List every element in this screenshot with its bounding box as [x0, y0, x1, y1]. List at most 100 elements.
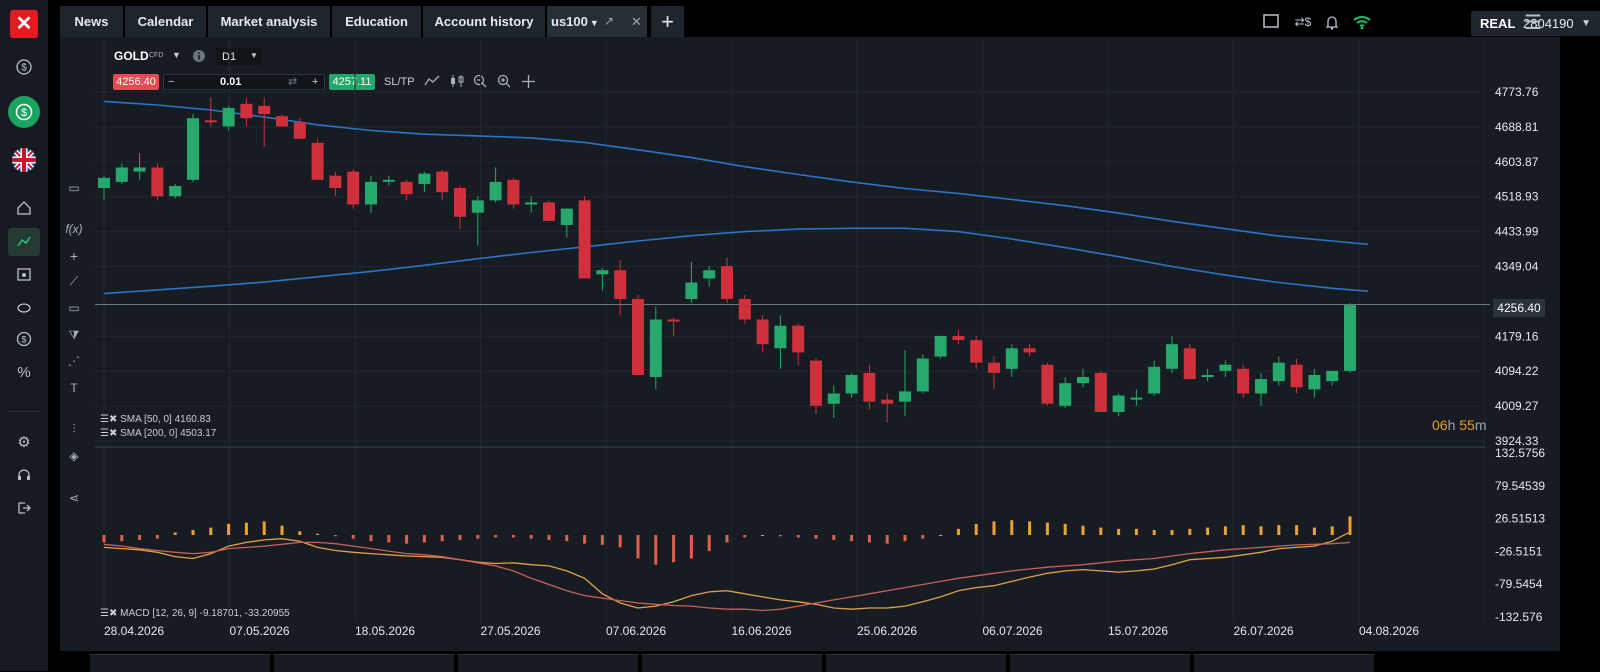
sltp-button[interactable]: SL/TP — [384, 76, 415, 88]
macd-histogram-bar — [1028, 521, 1032, 535]
macd-histogram-bar — [672, 534, 676, 563]
bottom-tab[interactable] — [1194, 654, 1374, 672]
close-tab-icon[interactable]: ✕ — [631, 14, 642, 29]
account-type: REAL — [1480, 16, 1516, 31]
menu-icon[interactable]: ☰ — [1524, 12, 1542, 34]
candle-body — [507, 179, 520, 205]
candle-body — [881, 399, 894, 404]
candle-body — [1041, 364, 1054, 404]
macd-histogram-bar — [440, 534, 444, 542]
popout-icon[interactable]: ↗ — [604, 14, 615, 28]
settings-icon[interactable]: ☰ — [100, 414, 109, 425]
candle-body — [471, 200, 484, 213]
text-tool-icon[interactable]: T — [70, 381, 78, 395]
chevron-down-icon[interactable]: ▼ — [172, 50, 181, 60]
move-icon[interactable] — [521, 74, 536, 92]
time-axis-tick: 07.06.2026 — [606, 624, 666, 638]
settings-icon[interactable]: ☰ — [100, 608, 109, 619]
home-icon[interactable] — [12, 196, 36, 220]
chevron-down-icon[interactable]: ▼ — [589, 18, 599, 28]
transfer-icon[interactable]: ⇄$ — [1293, 14, 1313, 31]
price-axis-tick: 4518.93 — [1495, 190, 1539, 204]
tab-education[interactable]: Education — [332, 6, 421, 37]
function-icon[interactable]: f(x) — [65, 222, 83, 236]
fibonacci-icon[interactable]: ⧩ — [68, 328, 80, 342]
settings-icon[interactable]: ☰ — [100, 428, 109, 439]
time-axis-tick: 07.05.2026 — [230, 624, 290, 638]
plus-button[interactable]: + — [312, 76, 319, 88]
chevron-down-icon[interactable]: ▼ — [1581, 18, 1591, 29]
macd-histogram-bar — [405, 534, 409, 544]
screen-icon[interactable]: ▭ — [68, 181, 80, 195]
macd-histogram-bar — [761, 534, 765, 536]
rectangle-icon[interactable]: ▭ — [68, 301, 80, 315]
close-icon[interactable]: ✖ — [108, 608, 118, 619]
macd-legend[interactable]: ☰✖ MACD [12, 26, 9] -9.18701, -33.20955 — [100, 608, 290, 619]
add-tab-button[interactable]: + — [651, 6, 684, 37]
candle-body — [685, 282, 698, 299]
sma200-legend[interactable]: ☰✖ SMA [200, 0] 4503.17 — [100, 428, 216, 439]
close-icon[interactable]: ✖ — [108, 414, 118, 425]
countdown-hours: 06 — [1432, 417, 1448, 433]
bottom-tab[interactable] — [458, 654, 638, 672]
layers-icon[interactable]: ◈ — [69, 449, 79, 463]
chart-icon[interactable] — [8, 228, 40, 256]
percent-icon[interactable]: % — [17, 363, 31, 381]
candle-body — [204, 120, 217, 123]
volume-input[interactable]: 0.01 — [220, 76, 242, 88]
deposit-icon[interactable]: $ — [8, 96, 40, 128]
support-icon[interactable] — [12, 463, 36, 487]
candle-body — [863, 372, 876, 402]
candle-body — [774, 325, 787, 349]
bottom-tab[interactable] — [826, 654, 1006, 672]
info-icon[interactable] — [192, 49, 206, 66]
macd-histogram-bar — [885, 534, 889, 544]
bottom-tab[interactable] — [90, 654, 270, 672]
close-icon[interactable]: ✖ — [108, 428, 118, 439]
candle-body — [1201, 374, 1214, 378]
account-selector[interactable]: REAL 2804190 ▼ — [1471, 11, 1600, 36]
candle-body — [703, 270, 716, 279]
bottom-tab[interactable] — [642, 654, 822, 672]
gann-fan-icon[interactable]: ⋰ — [68, 354, 80, 368]
piggy-bank-icon[interactable] — [12, 295, 36, 319]
crosshair-icon[interactable]: + — [69, 248, 79, 264]
tab-market-analysis[interactable]: Market analysis — [208, 6, 330, 37]
buy-price-button[interactable]: 4257.11 — [329, 74, 375, 90]
tab-news[interactable]: News — [60, 6, 123, 37]
sell-price-button[interactable]: 4256.40 — [113, 74, 159, 90]
sma50-legend[interactable]: ☰✖ SMA [50, 0] 4160.83 — [100, 414, 211, 425]
share-icon[interactable]: ⋖ — [68, 491, 80, 505]
zoom-in-icon[interactable] — [497, 74, 512, 92]
bell-icon[interactable] — [1324, 14, 1340, 33]
candle-body — [329, 175, 342, 189]
settings-icon[interactable]: ⚙ — [17, 434, 31, 451]
line-chart-icon[interactable] — [424, 74, 440, 91]
coin-icon[interactable]: $ — [12, 327, 36, 351]
bottom-tab[interactable] — [274, 654, 454, 672]
candlestick-icon[interactable] — [449, 74, 465, 91]
fullscreen-icon[interactable] — [1263, 14, 1279, 31]
tab-calendar[interactable]: Calendar — [125, 6, 206, 37]
calendar-icon[interactable] — [12, 262, 36, 286]
bottom-tab[interactable] — [1010, 654, 1190, 672]
indicators-icon[interactable]: ⫶ — [72, 422, 76, 436]
minus-button[interactable]: − — [168, 76, 175, 88]
macd-histogram-bar — [1081, 525, 1085, 535]
instrument-symbol[interactable]: GOLD — [114, 49, 149, 63]
swap-icon[interactable]: ⇄ — [288, 76, 298, 88]
uk-flag-icon[interactable] — [10, 146, 38, 174]
candle-body — [1237, 368, 1250, 394]
trendline-icon[interactable]: ⟋ — [69, 274, 79, 288]
tab-us100[interactable]: us100 ▼ ↗ ✕ — [547, 6, 647, 37]
candle-body — [1094, 372, 1107, 412]
macd-histogram-bar — [120, 534, 124, 542]
svg-text:$: $ — [21, 335, 26, 345]
macd-histogram-bar — [1312, 527, 1316, 535]
macd-histogram-bar — [1099, 527, 1103, 535]
candle-body — [810, 360, 822, 406]
logout-icon[interactable] — [12, 496, 36, 520]
dollar-icon[interactable]: $ — [12, 55, 36, 79]
tab-account-history[interactable]: Account history — [423, 6, 545, 37]
